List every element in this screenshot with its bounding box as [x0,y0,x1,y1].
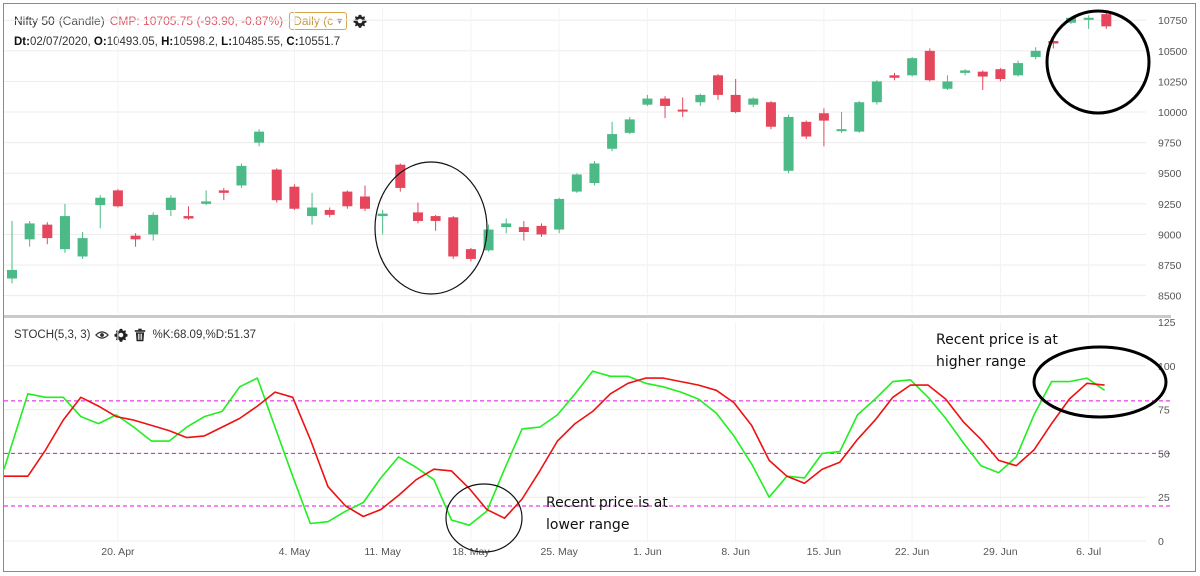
chevron-down-icon: ▼ [335,15,345,26]
trash-icon[interactable] [133,328,147,342]
annotation-lower-range: Recent price is at lower range [546,492,668,536]
gear-icon[interactable] [353,14,367,28]
annotation-higher-range: Recent price is at higher range [936,329,1058,373]
open-label: O: [93,36,107,48]
annotation-lower-line2: lower range [546,517,630,533]
indicator-label: STOCH(5,3, 3) [14,329,91,341]
low-label: L: [221,36,233,48]
annotation-higher-line1: Recent price is at [936,332,1058,348]
annotation-lower-line1: Recent price is at [546,495,668,511]
low-value: 10485.55, [232,36,287,48]
high-value: 10598.2, [173,36,222,48]
annotation-higher-line2: higher range [936,354,1027,370]
close-value: 10551.7 [298,36,341,48]
close-label: C: [286,36,299,48]
ohlc-readout: Dt:02/07/2020, O:10493.05, H:10598.2, L:… [14,36,340,48]
open-value: 10493.05, [106,36,162,48]
indicator-header: STOCH(5,3, 3) %K:68.09,%D:51.37 [14,328,256,342]
high-label: H: [161,36,174,48]
timeframe-select[interactable]: Daily (c ▼ [289,12,348,30]
eye-icon[interactable] [95,328,110,342]
dt-label: Dt: [14,36,30,48]
timeframe-value: Daily (c [293,13,334,28]
chart-frame [3,3,1196,572]
indicator-values: %K:68.09,%D:51.37 [152,329,257,341]
gear-icon[interactable] [114,328,129,342]
chart-header: Nifty 50 (Candle) CMP: 10705.75 (-93.90,… [14,12,367,30]
symbol-name: Nifty 50 [14,14,55,28]
dt-value: 02/07/2020, [29,36,94,48]
cmp-label: CMP: 10705.75 (-93.90, -0.87%) [109,14,284,28]
chart-type-label: (Candle) [58,14,105,28]
